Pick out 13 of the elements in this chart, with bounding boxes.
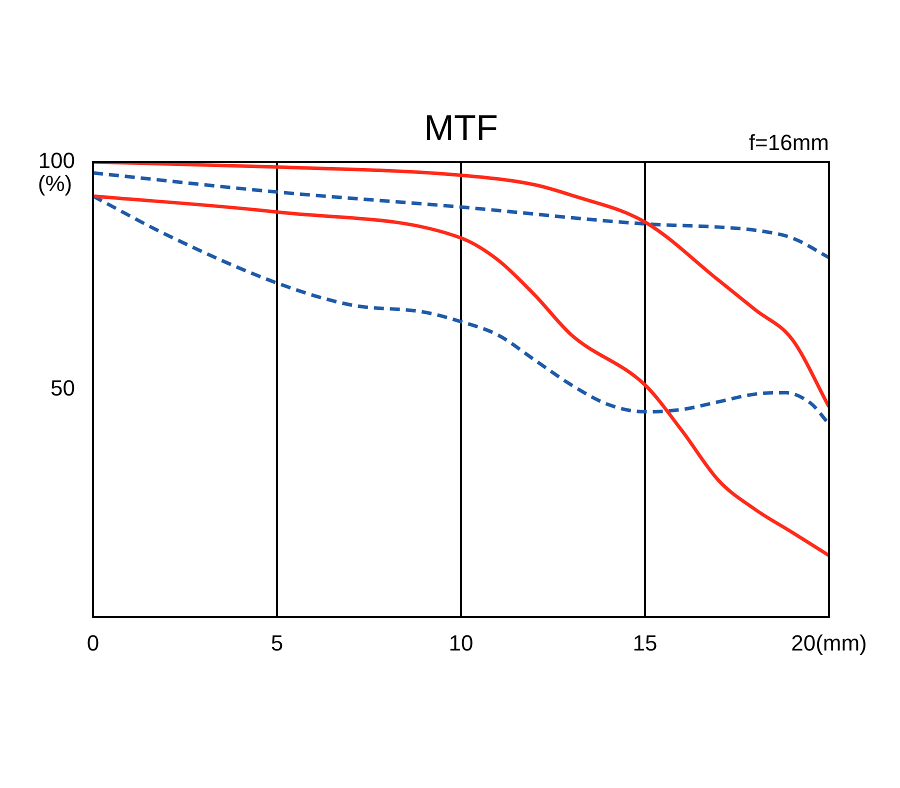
text: f=16mm: [748, 130, 829, 155]
x-tick-label: 0: [86, 630, 100, 656]
x-tick-label: 5: [270, 630, 284, 656]
x-tick-label: 20(mm): [791, 630, 867, 656]
chart-title: MTF: [424, 107, 498, 148]
y-tick-label: 100: [38, 148, 75, 174]
y-axis-title: (%): [38, 171, 72, 196]
line-series: [93, 194, 829, 558]
x-tick-label: 10: [448, 630, 474, 656]
x-tick-label: 15: [632, 630, 658, 656]
line-series: [93, 162, 829, 409]
y-tick-label: 50: [50, 376, 75, 401]
line-series: [93, 171, 829, 260]
